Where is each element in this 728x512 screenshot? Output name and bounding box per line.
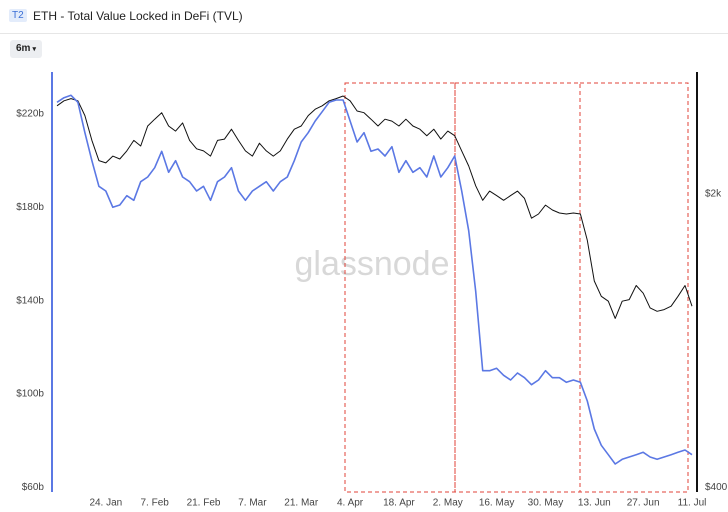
watermark: glassnode [294,245,449,283]
x-tick-label: 18. Apr [383,498,415,509]
highlight-boxes [344,82,689,493]
range-button[interactable]: 6m ▾ [10,40,42,58]
caret-icon: ▾ [32,46,36,53]
badge: T2 [9,9,27,22]
range-label: 6m [16,43,31,54]
x-tick-label: 2. May [433,498,463,509]
highlight-box [454,82,581,493]
y-tick-label: $60b [22,482,45,493]
series-line [56,95,693,319]
x-tick-label: 16. May [479,498,515,509]
y2-tick-label: $400 [705,482,728,493]
x-tick-label: 21. Mar [284,498,319,509]
x-tick-label: 30. May [528,498,564,509]
x-tick-label: 21. Feb [187,498,221,509]
x-tick-label: 13. Jun [578,498,611,509]
x-tick-label: 24. Jan [89,498,122,509]
highlight-box [344,82,456,493]
x-tick-label: 27. Jun [627,498,660,509]
highlight-box [579,82,689,493]
y-tick-label: $180b [16,202,44,213]
y-tick-label: $140b [16,295,44,306]
y2-tick-label: $2k [705,188,722,199]
x-tick-label: 11. Jul [678,498,707,509]
y-tick-label: $100b [16,389,44,400]
header: T2 ETH - Total Value Locked in DeFi (TVL… [0,0,728,34]
y-tick-label: $220b [16,109,44,120]
x-tick-label: 4. Apr [337,498,364,509]
chart-title: ETH - Total Value Locked in DeFi (TVL) [33,9,243,23]
x-tick-label: 7. Feb [141,498,170,509]
series-line [56,94,693,465]
x-tick-label: 7. Mar [238,498,267,509]
